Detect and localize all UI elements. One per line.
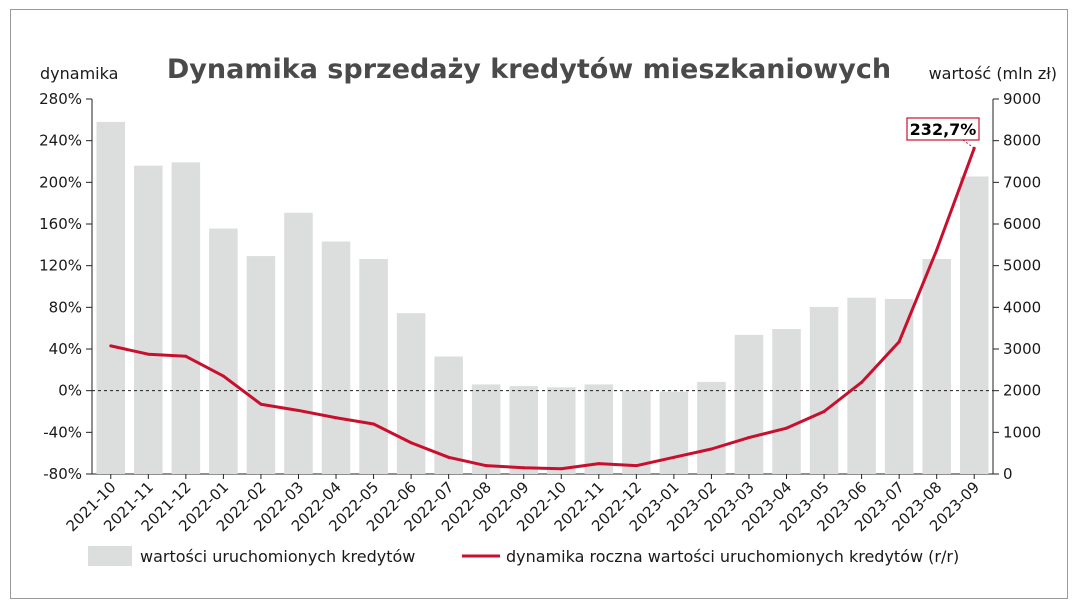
bar	[697, 381, 726, 474]
left-tick-label: 40%	[49, 340, 82, 358]
dynamics-point	[259, 402, 263, 406]
left-tick-label: 120%	[39, 257, 82, 275]
bar	[209, 228, 238, 474]
dynamics-point	[559, 467, 563, 471]
bar	[847, 297, 876, 474]
dynamics-point	[184, 354, 188, 358]
dynamics-point	[822, 410, 826, 413]
bar	[584, 384, 614, 474]
right-axis-title: wartość (mln zł)	[929, 64, 1057, 83]
right-tick-label: 1000	[1003, 423, 1041, 441]
dynamics-point	[296, 408, 300, 412]
right-tick-label: 5000	[1003, 257, 1041, 275]
callout-leader	[962, 139, 975, 149]
left-tick-label: 200%	[39, 173, 82, 191]
left-tick-label: 280%	[39, 90, 82, 108]
bar	[471, 384, 501, 474]
bar	[884, 299, 914, 474]
left-tick-label: 0%	[58, 382, 82, 400]
bar	[734, 334, 764, 474]
bar	[246, 256, 276, 474]
dynamics-point	[372, 422, 376, 426]
legend-bar-label: wartości uruchomionych kredytów	[140, 547, 415, 566]
chart-title: Dynamika sprzedaży kredytów mieszkaniowy…	[167, 54, 891, 85]
bar	[171, 162, 201, 475]
bar	[359, 259, 388, 474]
right-tick-label: 4000	[1003, 298, 1041, 316]
bar	[134, 165, 163, 474]
legend-bar-swatch	[88, 546, 132, 566]
bar	[509, 386, 538, 474]
dynamics-point	[334, 416, 338, 420]
dynamics-point	[447, 455, 451, 459]
bar	[547, 387, 576, 474]
left-axis-title: dynamika	[40, 64, 118, 83]
bar	[96, 121, 126, 475]
bar	[922, 259, 951, 474]
right-tick-label: 3000	[1003, 340, 1041, 358]
left-tick-label: 240%	[39, 132, 82, 150]
dynamics-point	[935, 248, 939, 252]
right-tick-label: 2000	[1003, 382, 1041, 400]
dynamics-point	[484, 464, 488, 468]
right-tick-label: 0	[1003, 465, 1013, 483]
left-tick-label: -40%	[43, 423, 82, 441]
right-tick-label: 9000	[1003, 90, 1041, 108]
dynamics-point	[785, 426, 789, 430]
right-tick-label: 7000	[1003, 173, 1041, 191]
bar	[284, 212, 313, 474]
callout-box	[906, 117, 980, 141]
callout-label: 232,7%	[910, 120, 977, 139]
dynamics-point	[672, 455, 676, 459]
left-tick-label: -80%	[43, 465, 82, 483]
left-tick-label: 160%	[39, 215, 82, 233]
bar	[622, 390, 651, 474]
dynamics-point	[860, 380, 864, 384]
right-tick-label: 6000	[1003, 215, 1041, 233]
legend-line-label: dynamika roczna wartości uruchomionych k…	[506, 547, 959, 566]
right-tick-label: 8000	[1003, 132, 1041, 150]
dynamics-point	[634, 464, 638, 468]
dynamics-line	[110, 147, 976, 471]
bar	[659, 391, 689, 474]
dynamics-point	[897, 340, 901, 344]
dynamics-point	[747, 436, 751, 440]
dynamics-point	[709, 447, 713, 451]
bar	[959, 176, 989, 474]
dynamics-point	[146, 352, 150, 356]
dynamics-point	[109, 344, 113, 348]
left-tick-label: 80%	[49, 298, 82, 316]
bar	[772, 329, 801, 474]
dynamics-point	[522, 466, 526, 470]
bar	[396, 313, 426, 474]
dynamics-point	[221, 374, 225, 378]
dynamics-point	[409, 441, 413, 445]
bar	[321, 241, 351, 474]
dynamics-point	[597, 462, 601, 466]
